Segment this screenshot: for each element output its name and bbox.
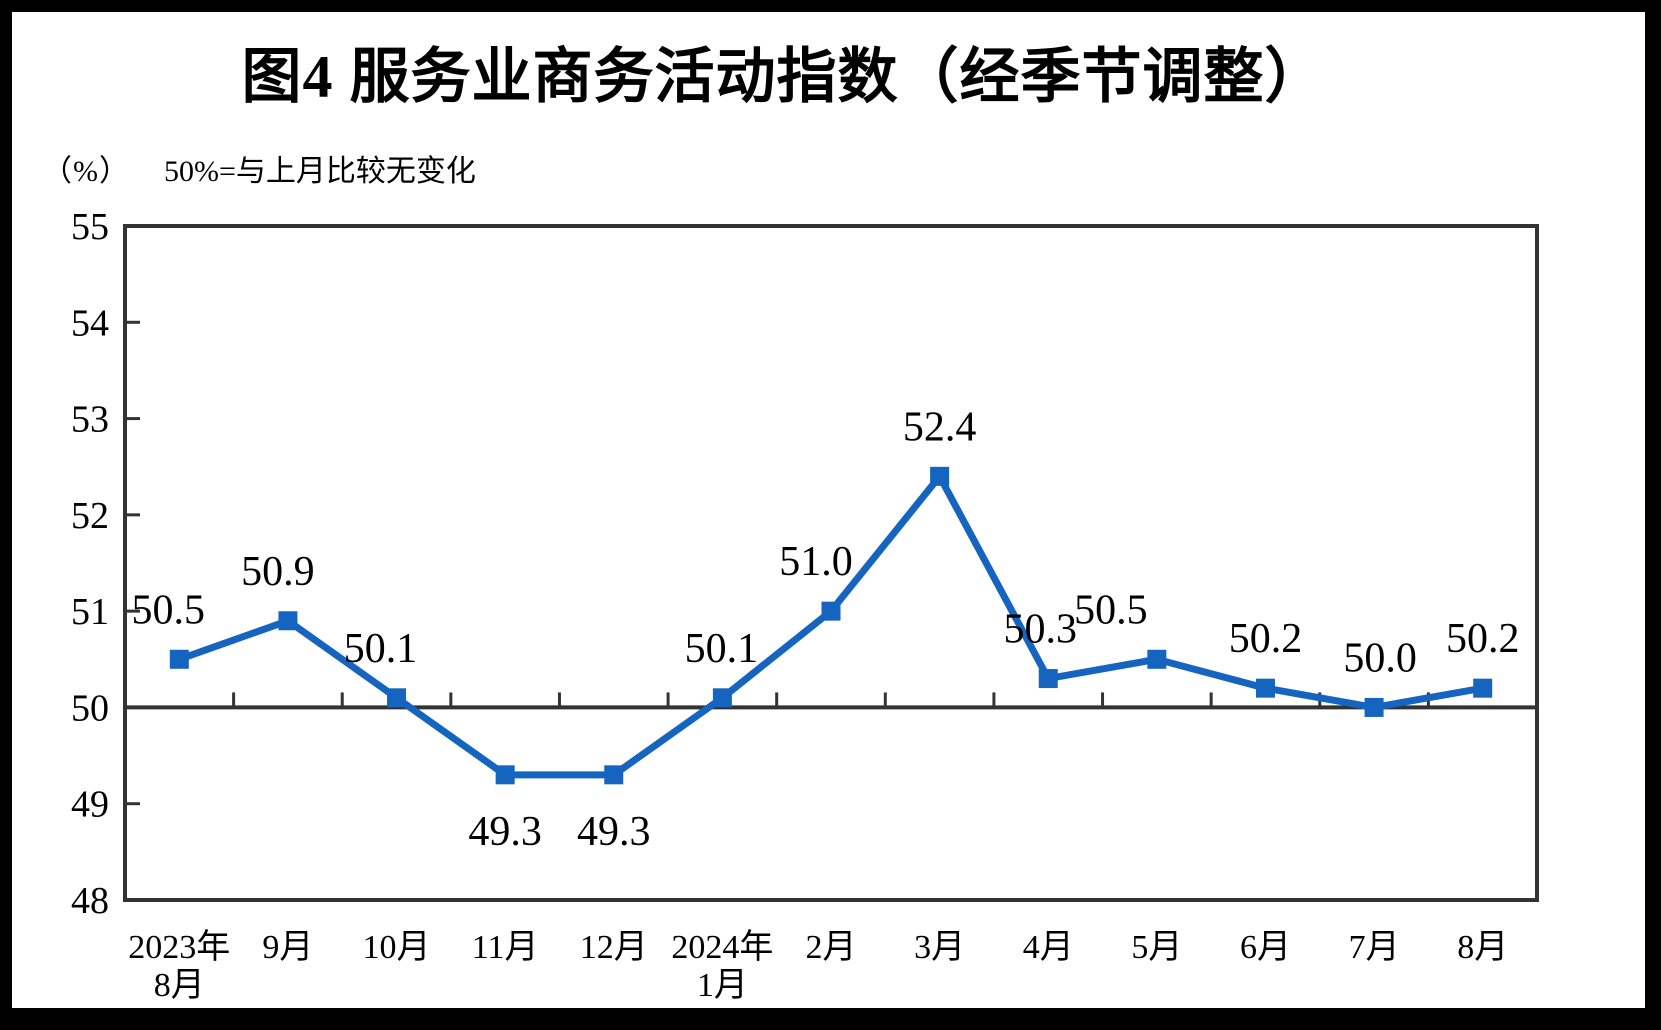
data-label: 52.4 bbox=[903, 404, 977, 450]
data-label: 50.9 bbox=[241, 549, 315, 595]
data-label: 50.2 bbox=[1446, 616, 1520, 662]
x-axis-category-label: 8月 bbox=[154, 967, 205, 1004]
data-point-marker bbox=[278, 611, 298, 631]
data-point-marker bbox=[821, 601, 841, 621]
x-axis-category-label: 12月 bbox=[580, 929, 648, 966]
data-point-marker bbox=[1147, 649, 1167, 669]
plot-border bbox=[123, 224, 1539, 902]
data-label: 50.0 bbox=[1343, 635, 1417, 681]
y-axis-tick-label: 51 bbox=[71, 591, 109, 633]
x-axis-category-label: 1月 bbox=[697, 967, 748, 1004]
data-point-marker bbox=[604, 765, 624, 785]
x-axis-category-label: 10月 bbox=[363, 929, 431, 966]
chart-title: 图4 服务业商务活动指数（经季节调整） bbox=[241, 44, 1326, 110]
data-label: 50.1 bbox=[685, 626, 759, 672]
x-axis-category-label: 8月 bbox=[1457, 929, 1508, 966]
data-label: 50.5 bbox=[132, 587, 206, 633]
y-axis-tick-label: 48 bbox=[71, 880, 109, 922]
y-axis-tick-label: 54 bbox=[71, 302, 109, 344]
data-label: 51.0 bbox=[779, 539, 853, 585]
subtitle-note: 50%=与上月比较无变化 bbox=[164, 155, 476, 188]
data-point-marker bbox=[930, 466, 950, 486]
data-point-marker bbox=[495, 765, 515, 785]
y-axis-tick-label: 49 bbox=[71, 784, 109, 826]
data-point-marker bbox=[387, 688, 407, 708]
x-axis-category-label: 4月 bbox=[1023, 929, 1074, 966]
data-point-marker bbox=[169, 649, 189, 669]
x-axis-category-label: 5月 bbox=[1131, 929, 1182, 966]
x-axis-category-label: 11月 bbox=[472, 929, 539, 966]
data-label: 49.3 bbox=[468, 809, 542, 855]
x-axis-category-label: 2023年 bbox=[128, 928, 230, 966]
chart-canvas: 图4 服务业商务活动指数（经季节调整） （%） 50%=与上月比较无变化 55 54… bbox=[12, 12, 1645, 1008]
y-axis-unit-label: （%） bbox=[42, 155, 130, 188]
x-axis-category-label: 7月 bbox=[1349, 929, 1400, 966]
y-axis-tick-label: 53 bbox=[71, 399, 109, 441]
x-axis-category-label: 2024年 bbox=[671, 928, 773, 966]
chart-subtitle: （%） 50%=与上月比较无变化 bbox=[42, 146, 476, 190]
y-axis-tick-label: 55 bbox=[71, 206, 109, 248]
data-point-marker bbox=[1255, 678, 1275, 698]
data-label: 49.3 bbox=[577, 809, 651, 855]
x-axis-category-label: 9月 bbox=[262, 929, 313, 966]
data-label: 50.2 bbox=[1229, 616, 1303, 662]
data-label: 50.5 bbox=[1074, 587, 1148, 633]
data-point-marker bbox=[1038, 669, 1058, 689]
line-chart: 55 54 53 52 51 50 49 48 50.5 50.9 50.1 49.3 49.3 50.1… bbox=[71, 206, 1539, 1004]
y-axis-tick-label: 50 bbox=[71, 687, 109, 729]
data-label: 50.3 bbox=[1003, 607, 1077, 653]
x-axis-category-label: 6月 bbox=[1240, 929, 1291, 966]
x-axis-category-label: 2月 bbox=[806, 929, 857, 966]
y-axis-tick-label: 52 bbox=[71, 495, 109, 537]
data-point-marker bbox=[1364, 697, 1384, 717]
data-label: 50.1 bbox=[344, 626, 418, 672]
data-point-marker bbox=[1473, 678, 1493, 698]
data-point-marker bbox=[712, 688, 732, 708]
x-axis-category-label: 3月 bbox=[914, 929, 965, 966]
